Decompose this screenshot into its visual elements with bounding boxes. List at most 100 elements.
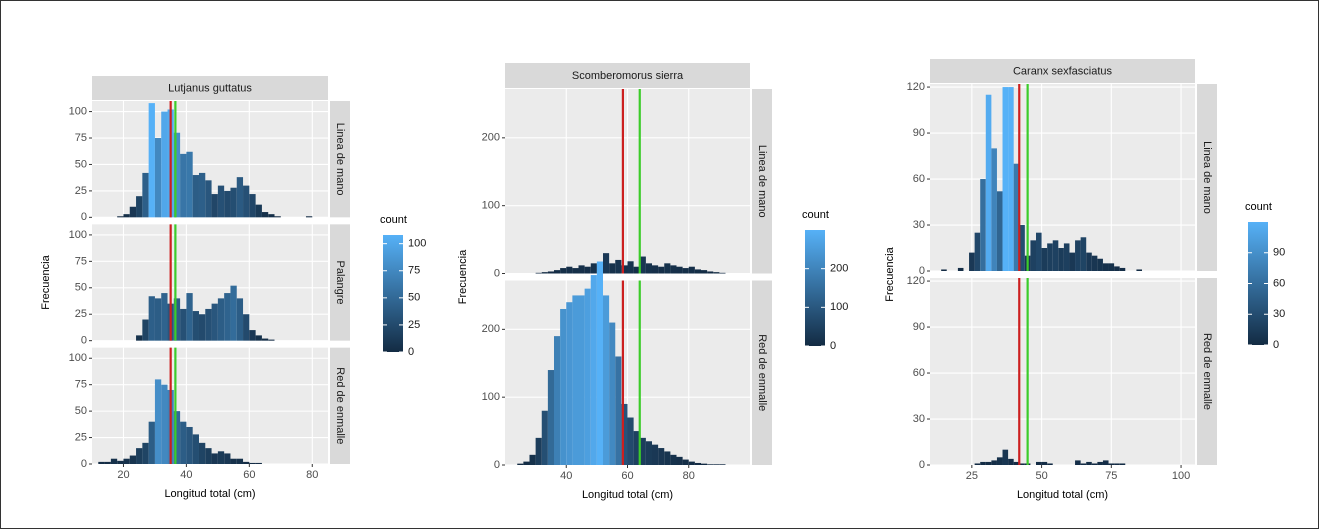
panel-background (930, 84, 1195, 271)
legend-tick-label: 75 (408, 265, 420, 277)
histogram-bar (682, 459, 689, 465)
histogram-bar (148, 296, 155, 341)
histogram-bar (249, 194, 256, 218)
histogram-bar (547, 271, 554, 274)
histogram-bar (658, 448, 665, 465)
y-tick-label: 75 (75, 255, 87, 267)
histogram-bar (969, 252, 975, 271)
y-tick-label: 120 (907, 81, 925, 93)
legend-title: count (1245, 201, 1272, 213)
histogram-bar (1086, 252, 1092, 271)
y-tick-label: 50 (75, 158, 87, 170)
histogram-bar (186, 293, 193, 341)
legend-colorbar (383, 235, 403, 352)
histogram-bar (701, 463, 708, 465)
histogram-bar (560, 308, 567, 465)
x-tick-label: 40 (180, 469, 192, 481)
facet-title: Caranx sexfasciatus (1013, 65, 1113, 77)
histogram-bar (142, 319, 149, 341)
histogram-bar (1119, 463, 1126, 465)
histogram-bar (974, 232, 981, 271)
histogram-bar (609, 322, 616, 465)
histogram-bar (217, 451, 225, 464)
legend-colorbar (1248, 222, 1268, 345)
legend-tick-label: 0 (830, 340, 836, 352)
y-tick-label: 60 (913, 367, 925, 379)
histogram-bar (123, 458, 130, 464)
y-tick-label: 50 (75, 282, 87, 294)
histogram-bar (236, 177, 244, 218)
histogram-bar (255, 462, 262, 464)
facet-strip (330, 347, 350, 464)
histogram-bar (1008, 87, 1014, 271)
histogram-bar (1136, 269, 1142, 271)
histogram-bar (676, 456, 683, 465)
histogram-bar (268, 214, 275, 218)
histogram-bar (110, 458, 118, 464)
histogram-bar (1058, 248, 1064, 271)
histogram-bar (211, 453, 218, 464)
histogram-bar (688, 266, 695, 274)
histogram-bar (1069, 252, 1076, 271)
histogram-bar (217, 298, 225, 341)
histogram-bar (192, 311, 199, 341)
histogram-bar (154, 138, 162, 218)
y-tick-label: 200 (482, 323, 500, 335)
histogram-bar (173, 298, 181, 341)
x-tick-label: 40 (560, 470, 572, 482)
histogram-bar (173, 411, 181, 464)
histogram-bar (572, 295, 579, 465)
histogram-bar (117, 460, 124, 464)
legend-tick-label: 60 (1273, 277, 1285, 289)
histogram-bar (572, 268, 579, 274)
histogram-bar (1041, 461, 1048, 465)
y-tick-label: 75 (75, 132, 87, 144)
histogram-bar (243, 314, 250, 341)
histogram-bar (243, 185, 250, 218)
facet-label: Linea de mano (756, 145, 768, 218)
histogram-bar (664, 263, 671, 274)
histogram-bar (154, 379, 162, 464)
x-axis-label: Longitud total (cm) (1017, 489, 1108, 501)
histogram-bar (305, 216, 313, 218)
histogram-bar (142, 172, 149, 218)
histogram-bar (670, 454, 677, 465)
histogram-bar (652, 444, 659, 465)
y-tick-label: 120 (907, 275, 925, 287)
histogram-bar (566, 302, 573, 465)
facet-strip (92, 76, 328, 100)
histogram-bar (578, 295, 585, 465)
histogram-bar (996, 191, 1003, 271)
x-axis-label: Longitud total (cm) (582, 489, 673, 501)
legend-tick-label: 90 (1273, 247, 1285, 259)
y-tick-label: 0 (919, 265, 925, 277)
histogram-bar (1091, 463, 1098, 465)
histogram-bar (713, 464, 720, 465)
histogram-bar (664, 451, 671, 465)
histogram-bar (991, 148, 997, 271)
x-tick-label: 25 (966, 470, 978, 482)
legend-colorbar (805, 230, 825, 346)
histogram-bar (991, 460, 997, 465)
histogram-bar (670, 265, 677, 274)
histogram-bar (1114, 266, 1120, 271)
histogram-bar (1080, 237, 1087, 271)
histogram-bar (192, 175, 199, 218)
histogram-bar (211, 194, 218, 218)
legend-tick-label: 100 (830, 301, 848, 313)
facet-label: Red de enmalle (1201, 333, 1213, 410)
y-tick-label: 0 (81, 335, 87, 347)
histogram-bar (578, 265, 585, 274)
facet-label: Red de enmalle (756, 334, 768, 411)
histogram-bar (701, 270, 708, 274)
histogram-bar (645, 441, 652, 465)
histogram-bar (249, 462, 256, 464)
histogram-bar (274, 216, 281, 218)
histogram-bar (117, 216, 124, 218)
histogram-bar (173, 132, 181, 218)
histogram-bar (529, 454, 536, 465)
histogram-bar (645, 263, 652, 274)
x-tick-label: 100 (1172, 470, 1190, 482)
histogram-bar (142, 442, 149, 464)
histogram-bar (243, 461, 250, 464)
